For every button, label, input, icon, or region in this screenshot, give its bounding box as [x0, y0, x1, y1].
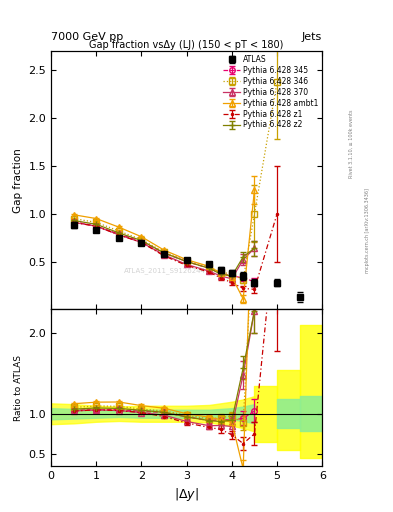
Y-axis label: Gap fraction: Gap fraction [13, 148, 23, 212]
Text: Jets: Jets [302, 32, 322, 42]
Text: 7000 GeV pp: 7000 GeV pp [51, 32, 123, 42]
Text: mcplots.cern.ch [arXiv:1306.3436]: mcplots.cern.ch [arXiv:1306.3436] [365, 188, 370, 273]
Text: Rivet 3.1.10, ≥ 100k events: Rivet 3.1.10, ≥ 100k events [349, 109, 354, 178]
Legend: ATLAS, Pythia 6.428 345, Pythia 6.428 346, Pythia 6.428 370, Pythia 6.428 ambt1,: ATLAS, Pythia 6.428 345, Pythia 6.428 34… [221, 53, 321, 132]
X-axis label: $|\Delta y|$: $|\Delta y|$ [174, 486, 199, 503]
Text: ATLAS_2011_S9126244: ATLAS_2011_S9126244 [124, 267, 206, 274]
Y-axis label: Ratio to ATLAS: Ratio to ATLAS [14, 355, 23, 421]
Title: Gap fraction vsΔy (LJ) (150 < pT < 180): Gap fraction vsΔy (LJ) (150 < pT < 180) [90, 40, 284, 50]
